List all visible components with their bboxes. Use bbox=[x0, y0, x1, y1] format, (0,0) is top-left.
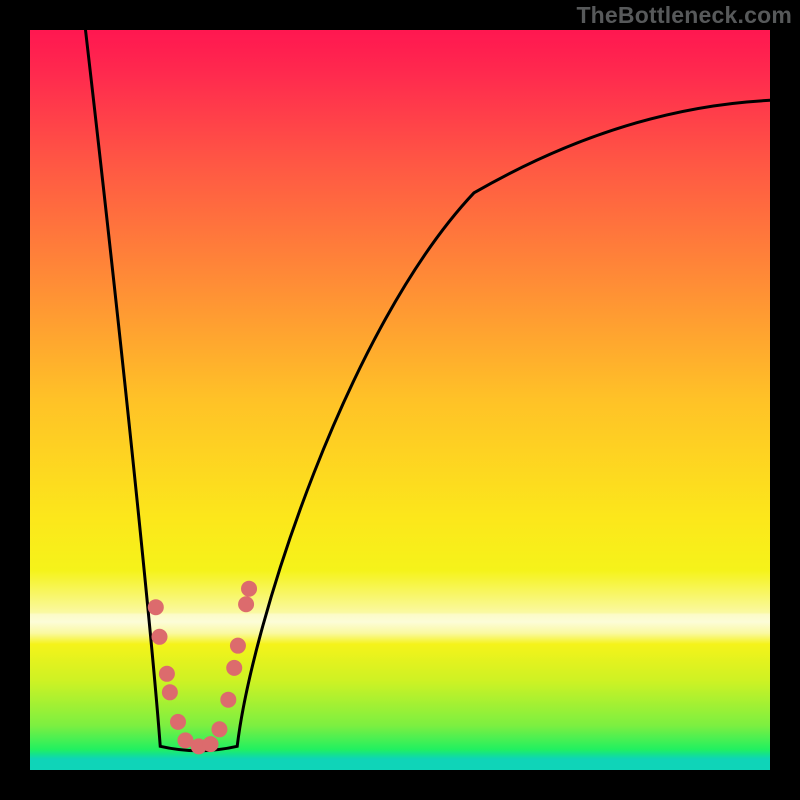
bead-marker bbox=[220, 692, 236, 708]
bead-marker bbox=[238, 596, 254, 612]
plot-background bbox=[30, 30, 770, 770]
bead-marker bbox=[152, 629, 168, 645]
bead-marker bbox=[148, 599, 164, 615]
bead-marker bbox=[162, 684, 178, 700]
bead-marker bbox=[226, 660, 242, 676]
bead-marker bbox=[203, 736, 219, 752]
bottleneck-chart bbox=[0, 0, 800, 800]
bead-marker bbox=[159, 666, 175, 682]
bead-marker bbox=[241, 581, 257, 597]
chart-container: TheBottleneck.com bbox=[0, 0, 800, 800]
bead-marker bbox=[211, 721, 227, 737]
bead-marker bbox=[230, 638, 246, 654]
bead-marker bbox=[170, 714, 186, 730]
